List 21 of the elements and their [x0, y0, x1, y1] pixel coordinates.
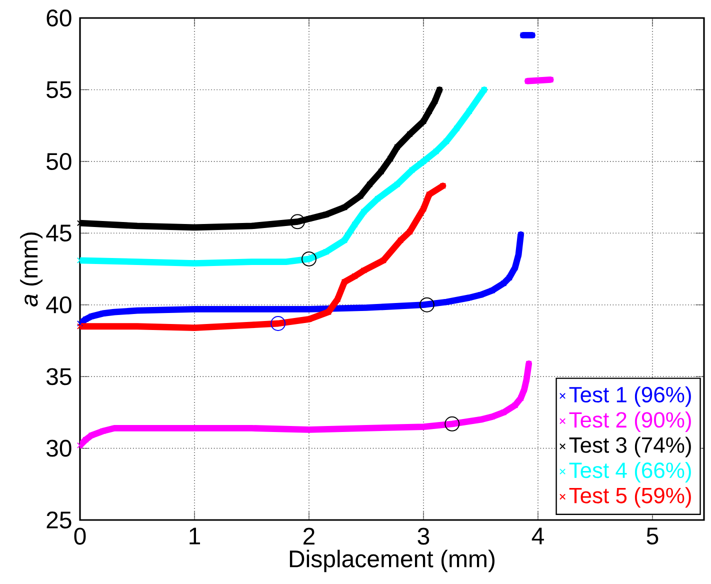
x-tick-label: 5 [646, 528, 658, 544]
y-tick-label: 50 [46, 152, 72, 170]
x-axis-title: Displacement (mm) [290, 550, 494, 572]
legend-label: Test 3 (74%) [569, 436, 691, 458]
y-tick-label: 35 [46, 368, 72, 386]
y-tick-label: 45 [46, 224, 72, 242]
y-tick-label: 60 [46, 10, 72, 27]
legend-label: Test 1 (96%) [569, 386, 691, 407]
x-tick-label: 1 [190, 528, 200, 544]
y-tick-label: 55 [46, 81, 72, 98]
y-tick-label: 40 [46, 296, 72, 314]
legend-label: Test 4 (66%) [569, 462, 691, 482]
x-tick-label: 0 [74, 528, 86, 545]
x-tick-label: 3 [418, 528, 430, 545]
legend-label: Test 5 (59%) [569, 487, 691, 508]
y-axis-title: a (mm) [20, 232, 43, 306]
y-tick-label: 30 [46, 440, 72, 457]
y-tick-label: 25 [46, 512, 72, 529]
x-tick-label: 2 [304, 528, 314, 544]
legend-label: Test 2 (90%) [569, 412, 691, 432]
x-tick-label: 4 [532, 528, 544, 544]
